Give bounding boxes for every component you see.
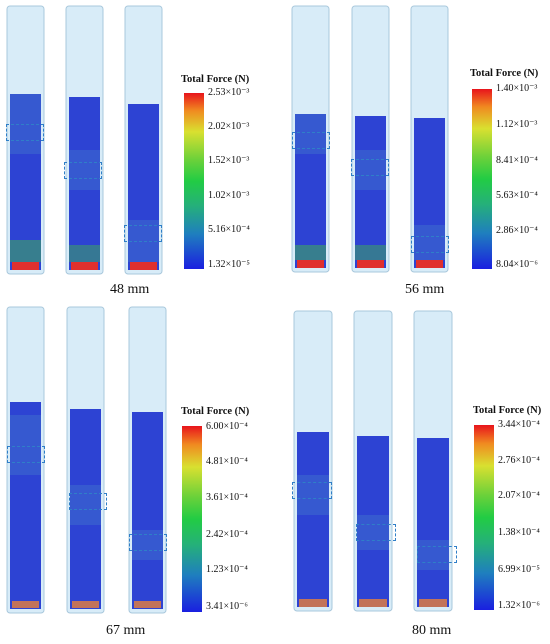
- colorbar: [182, 426, 202, 612]
- panel-48mm: Total Force (N) 2.53×10⁻³ 2.02×10⁻³ 1.52…: [0, 0, 275, 305]
- highlight-box: [7, 446, 45, 463]
- colorbar-tick-label: 4.81×10⁻⁴: [206, 456, 248, 467]
- highlight-box: [129, 534, 167, 551]
- colorbar-tick-label: 1.23×10⁻⁴: [206, 564, 248, 575]
- colorbar-tick-label: 1.40×10⁻³: [496, 83, 538, 94]
- highlight-box: [356, 524, 396, 541]
- tube-56-b: [351, 5, 390, 273]
- colorbar-tick-label: 1.12×10⁻³: [496, 119, 538, 130]
- highlight-box: [124, 225, 162, 242]
- colorbar-tick-label: 3.41×10⁻⁶: [206, 601, 248, 612]
- colorbar-title: Total Force (N): [181, 74, 250, 85]
- highlight-box: [292, 132, 330, 149]
- panel-caption: 80 mm: [412, 623, 452, 638]
- colorbar-tick-label: 1.02×10⁻³: [208, 190, 250, 201]
- dem-simulation-image-56mm: [291, 5, 449, 273]
- colorbar-tick-label: 2.53×10⁻³: [208, 87, 250, 98]
- tube-67-c: [128, 306, 167, 614]
- highlight-box: [64, 162, 102, 179]
- colorbar-tick-label: 8.41×10⁻⁴: [496, 155, 538, 166]
- panel-caption: 67 mm: [106, 623, 146, 638]
- colorbar-tick-label: 5.63×10⁻⁴: [496, 190, 538, 201]
- highlight-box: [69, 493, 107, 510]
- colorbar-tick-label: 2.76×10⁻⁴: [498, 455, 540, 466]
- colorbar-tick-label: 8.04×10⁻⁶: [496, 259, 538, 270]
- dem-simulation-image-80mm: [293, 310, 453, 612]
- colorbar-tick-label: 1.52×10⁻³: [208, 155, 250, 166]
- panel-caption: 56 mm: [405, 282, 445, 297]
- colorbar-tick-label: 6.00×10⁻⁴: [206, 421, 248, 432]
- tube-56-a: [291, 5, 330, 273]
- colorbar: [474, 425, 494, 610]
- colorbar: [184, 93, 204, 269]
- tube-80-b: [353, 310, 393, 612]
- tube-80-a: [293, 310, 333, 612]
- colorbar-title: Total Force (N): [470, 68, 539, 79]
- colorbar-tick-label: 3.61×10⁻⁴: [206, 492, 248, 503]
- tube-80-c: [413, 310, 453, 612]
- colorbar-tick-label: 2.07×10⁻⁴: [498, 490, 540, 501]
- dem-simulation-image-48mm: [6, 5, 163, 275]
- panel-67mm: Total Force (N) 6.00×10⁻⁴ 4.81×10⁻⁴ 3.61…: [0, 305, 275, 644]
- colorbar-tick-label: 5.16×10⁻⁴: [208, 224, 250, 235]
- highlight-box: [351, 159, 389, 176]
- colorbar-tick-label: 1.32×10⁻⁵: [208, 259, 250, 270]
- colorbar-tick-label: 2.42×10⁻⁴: [206, 529, 248, 540]
- tube-48-b: [65, 5, 104, 275]
- colorbar-tick-label: 2.86×10⁻⁴: [496, 225, 538, 236]
- highlight-box: [417, 546, 457, 563]
- highlight-box: [6, 124, 44, 141]
- tube-67-a: [6, 306, 45, 614]
- colorbar-tick-label: 1.32×10⁻⁶: [498, 600, 540, 611]
- tube-56-c: [410, 5, 449, 273]
- colorbar-tick-label: 2.02×10⁻³: [208, 121, 250, 132]
- colorbar-tick-label: 1.38×10⁻⁴: [498, 527, 540, 538]
- panel-caption: 48 mm: [110, 282, 150, 297]
- panel-56mm: Total Force (N) 1.40×10⁻³ 1.12×10⁻³ 8.41…: [280, 0, 550, 305]
- highlight-box: [411, 236, 449, 253]
- dem-simulation-image-67mm: [6, 306, 167, 614]
- colorbar-tick-label: 3.44×10⁻⁴: [498, 419, 540, 430]
- colorbar: [472, 89, 492, 269]
- colorbar-tick-label: 6.99×10⁻⁵: [498, 564, 540, 575]
- highlight-box: [292, 482, 332, 499]
- colorbar-title: Total Force (N): [473, 405, 542, 416]
- panel-80mm: Total Force (N) 3.44×10⁻⁴ 2.76×10⁻⁴ 2.07…: [280, 305, 550, 644]
- tube-67-b: [66, 306, 105, 614]
- colorbar-title: Total Force (N): [181, 406, 250, 417]
